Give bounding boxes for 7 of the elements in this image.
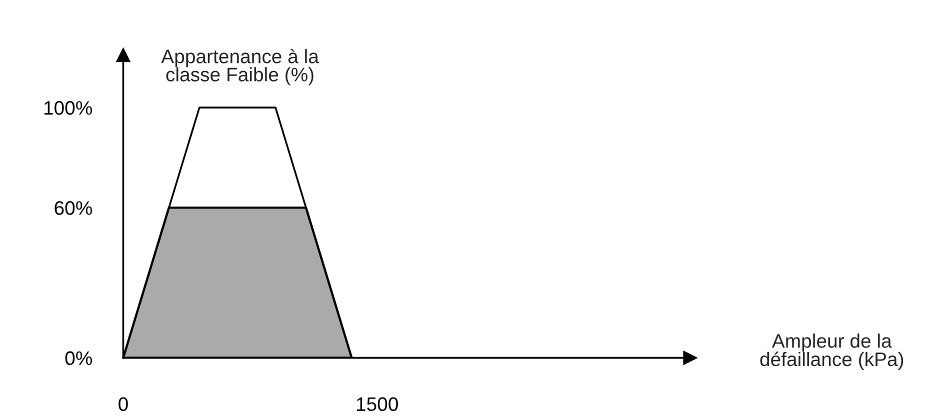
y-tick-label: 0%: [65, 351, 92, 366]
y-axis-title: Appartenance à la classe Faible (%): [161, 48, 319, 86]
y-tick-label: 100%: [44, 101, 92, 115]
x-tick-label: 0: [118, 397, 128, 412]
x-axis-title: Ampleur de la défaillance (kPa): [760, 334, 904, 370]
y-tick-label: 60%: [54, 201, 92, 215]
x-tick-label: 1500: [356, 397, 398, 412]
